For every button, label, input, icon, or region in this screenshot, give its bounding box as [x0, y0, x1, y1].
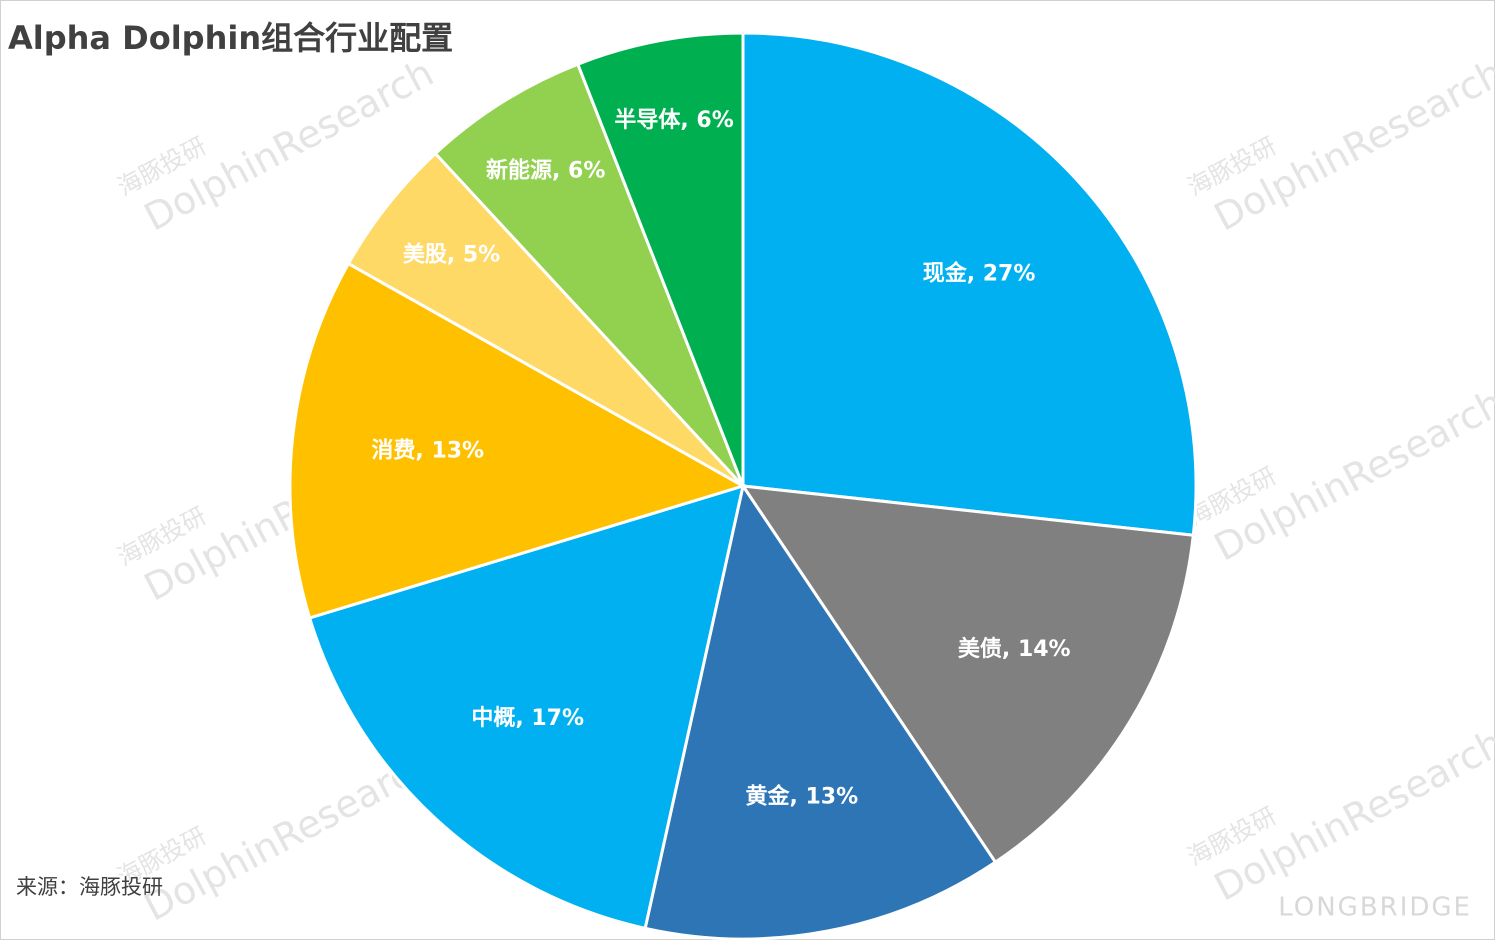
data-label: 美股, 5% [403, 242, 500, 268]
data-label: 黄金, 13% [745, 784, 858, 810]
pie-slice [307, 483, 746, 931]
data-label: 美债, 14% [958, 636, 1071, 662]
pie-slice [575, 31, 745, 487]
data-label: 中概, 17% [471, 705, 584, 731]
data-label: 新能源, 6% [486, 157, 605, 183]
data-label: 消费, 13% [371, 439, 484, 464]
pie-slice [739, 484, 1195, 865]
brand: LONGBRIDGE [1278, 893, 1472, 923]
pie: 现金, 27% 美债, 14% 黄金, 13% 中概, 17% 消费, 13% 美股, 5… [288, 31, 1198, 940]
source: 来源：海豚投研 [16, 875, 163, 899]
pie-slice [741, 31, 1198, 537]
data-label: 半导体, 6% [614, 108, 733, 133]
pie-slice [433, 62, 745, 488]
pie-slice [288, 261, 747, 620]
chart-title: Alpha Dolphin组合行业配置 [8, 19, 453, 57]
data-label: 现金, 27% [923, 260, 1036, 286]
pie-slice [643, 482, 998, 940]
